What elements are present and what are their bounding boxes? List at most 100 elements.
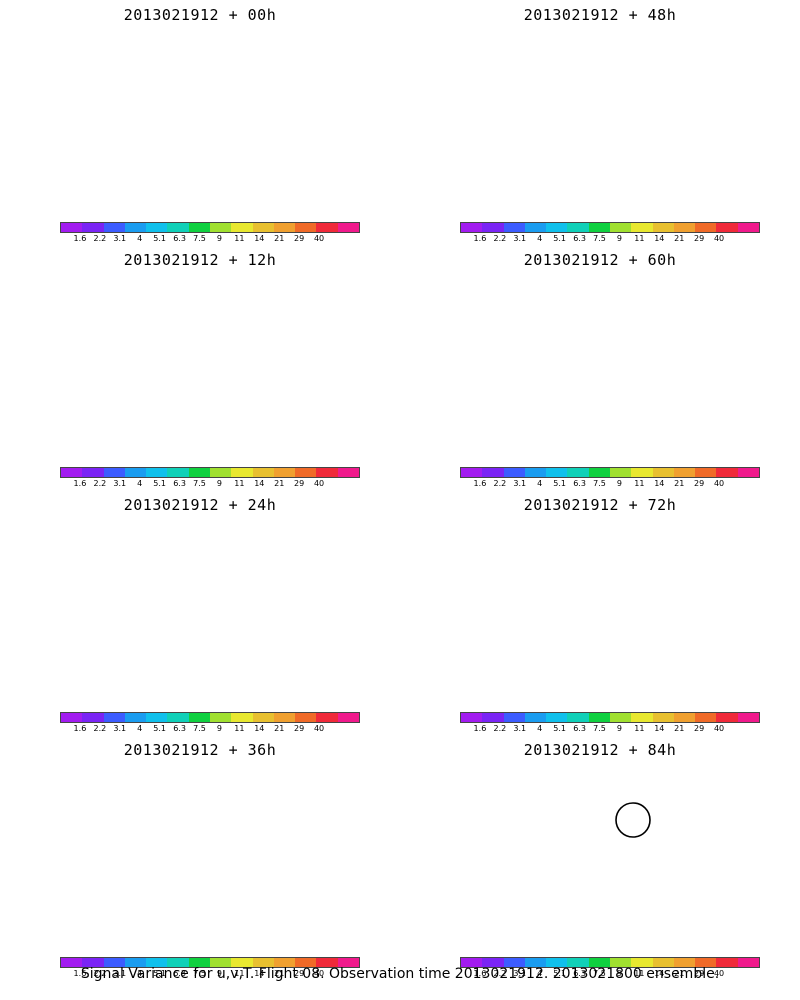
colorbar-segment [231, 223, 253, 232]
colorbar-segment [567, 223, 589, 232]
colorbar-tick-label: 29 [694, 724, 705, 733]
colorbar-tick-label: 1.6 [473, 234, 487, 243]
panel-title: 2013021912 + 84h [523, 741, 677, 759]
colorbar-tick-label: 6.3 [173, 724, 186, 733]
panel-title: 2013021912 + 60h [523, 251, 677, 269]
colorbar-segment [588, 958, 610, 967]
variance-map [15, 30, 385, 220]
colorbar-segment [252, 223, 274, 232]
colorbar-segment [716, 958, 738, 967]
colorbar-segment [461, 958, 483, 967]
colorbar-tick-label: 9 [216, 234, 222, 243]
colorbar-tick-label: 21 [674, 724, 685, 733]
colorbar-segment [716, 713, 738, 722]
forecast-panel: 2013021912 + 36h 1.6 2.2 3.1 4 5.1 6.3 7.5 9 11 14… [0, 735, 400, 980]
colorbar-tick-labels: 1.6 2.2 3.1 4 5.1 6.3 7.5 9 11 14 21 29 40 [38, 234, 358, 245]
colorbar-segment [61, 958, 83, 967]
colorbar-segment [546, 223, 568, 232]
colorbar-tick-label: 40 [713, 969, 725, 978]
colorbar-segment [337, 223, 359, 232]
colorbar-tick-label: 7.5 [193, 234, 206, 243]
colorbar-segment [695, 223, 717, 232]
variance-map [415, 275, 785, 465]
colorbar-segment [124, 223, 147, 232]
colorbar-tick-labels: 1.6 2.2 3.1 4 5.1 6.3 7.5 9 11 14 21 29 40 [38, 969, 358, 980]
colorbar-tick-label: 11 [234, 234, 245, 243]
colorbar-segment [124, 468, 147, 477]
colorbar-tick-label: 9 [616, 234, 622, 243]
colorbar-tick-label: 2.2 [493, 724, 507, 733]
colorbar-segment [567, 958, 589, 967]
colorbar-tick-label: 9 [216, 479, 222, 488]
colorbar-tick-label: 7.5 [193, 479, 206, 488]
colorbar [460, 222, 760, 233]
colorbar-segment [588, 223, 610, 232]
colorbar-tick-label: 14 [654, 479, 665, 488]
panel-title: 2013021912 + 72h [523, 496, 677, 514]
colorbar-segment [316, 713, 338, 722]
colorbar-segment [461, 223, 483, 232]
colorbar-segment [588, 713, 610, 722]
colorbar-tick-label: 9 [616, 969, 622, 978]
colorbar-tick-label: 6.3 [173, 969, 186, 978]
colorbar-segment [652, 958, 674, 967]
colorbar-segment [337, 713, 359, 722]
colorbar-segment [482, 468, 504, 477]
colorbar-segment [252, 713, 274, 722]
variance-map [415, 520, 785, 710]
colorbar-tick-label: 21 [274, 724, 285, 733]
panel-title: 2013021912 + 24h [123, 496, 277, 514]
colorbar-segment [124, 958, 147, 967]
colorbar-tick-label: 4 [137, 234, 143, 243]
colorbar-segment [588, 468, 610, 477]
colorbar [460, 957, 760, 968]
colorbar-segment [316, 223, 338, 232]
colorbar-tick-label: 21 [274, 234, 285, 243]
forecast-panel: 2013021912 + 84h 1.6 2.2 3.1 4 5.1 6.3 7.5 9 11 14… [400, 735, 800, 980]
panel-title: 2013021912 + 12h [123, 251, 277, 269]
variance-map [615, 802, 651, 838]
colorbar-segment [188, 958, 210, 967]
colorbar-segment [524, 713, 547, 722]
colorbar-segment [673, 958, 696, 967]
colorbar-segment [482, 223, 504, 232]
colorbar-tick-label: 14 [654, 234, 665, 243]
colorbar-segment [273, 713, 296, 722]
colorbar-segment [631, 713, 653, 722]
colorbar-tick-label: 1.6 [73, 479, 87, 488]
colorbar-segment [524, 958, 547, 967]
colorbar-tick-label: 3.1 [113, 724, 127, 733]
colorbar-tick-label: 11 [634, 724, 645, 733]
colorbar-tick-label: 5.1 [553, 234, 567, 243]
forecast-panel: 2013021912 + 60h 1.6 2.2 3.1 4 5.1 6.3 7.5 9 11 14… [400, 245, 800, 490]
colorbar-tick-label: 5.1 [553, 724, 567, 733]
colorbar-segment [503, 958, 525, 967]
colorbar-tick-label: 14 [254, 479, 265, 488]
colorbar-tick-label: 5.1 [153, 969, 167, 978]
colorbar-segment [295, 713, 317, 722]
colorbar [60, 222, 360, 233]
colorbar-tick-label: 5.1 [153, 724, 167, 733]
colorbar-segment [146, 713, 168, 722]
colorbar-segment [209, 468, 232, 477]
colorbar-tick-label: 3.1 [113, 479, 127, 488]
colorbar-tick-label: 7.5 [593, 724, 606, 733]
forecast-panel: 2013021912 + 72h 1.6 2.2 3.1 4 5.1 6.3 7.5 9 11 14… [400, 490, 800, 735]
colorbar-segment [631, 223, 653, 232]
colorbar-tick-label: 2.2 [93, 234, 107, 243]
colorbar-segment [652, 713, 674, 722]
colorbar-tick-label: 4 [537, 724, 543, 733]
colorbar-tick-label: 3.1 [513, 234, 527, 243]
colorbar-segment [167, 713, 189, 722]
colorbar-tick-label: 29 [294, 724, 305, 733]
colorbar-tick-label: 14 [654, 724, 665, 733]
forecast-panel: 2013021912 + 00h 1.6 2.2 3.1 4 5.1 6.3 7.5 9 11 14… [0, 0, 400, 245]
colorbar-segment [295, 468, 317, 477]
colorbar-segment [316, 958, 338, 967]
colorbar-segment [252, 958, 274, 967]
variance-map [415, 30, 785, 220]
colorbar-segment [273, 958, 296, 967]
colorbar-segment [103, 468, 125, 477]
colorbar-tick-label: 5.1 [553, 479, 567, 488]
colorbar-tick-label: 4 [537, 969, 543, 978]
